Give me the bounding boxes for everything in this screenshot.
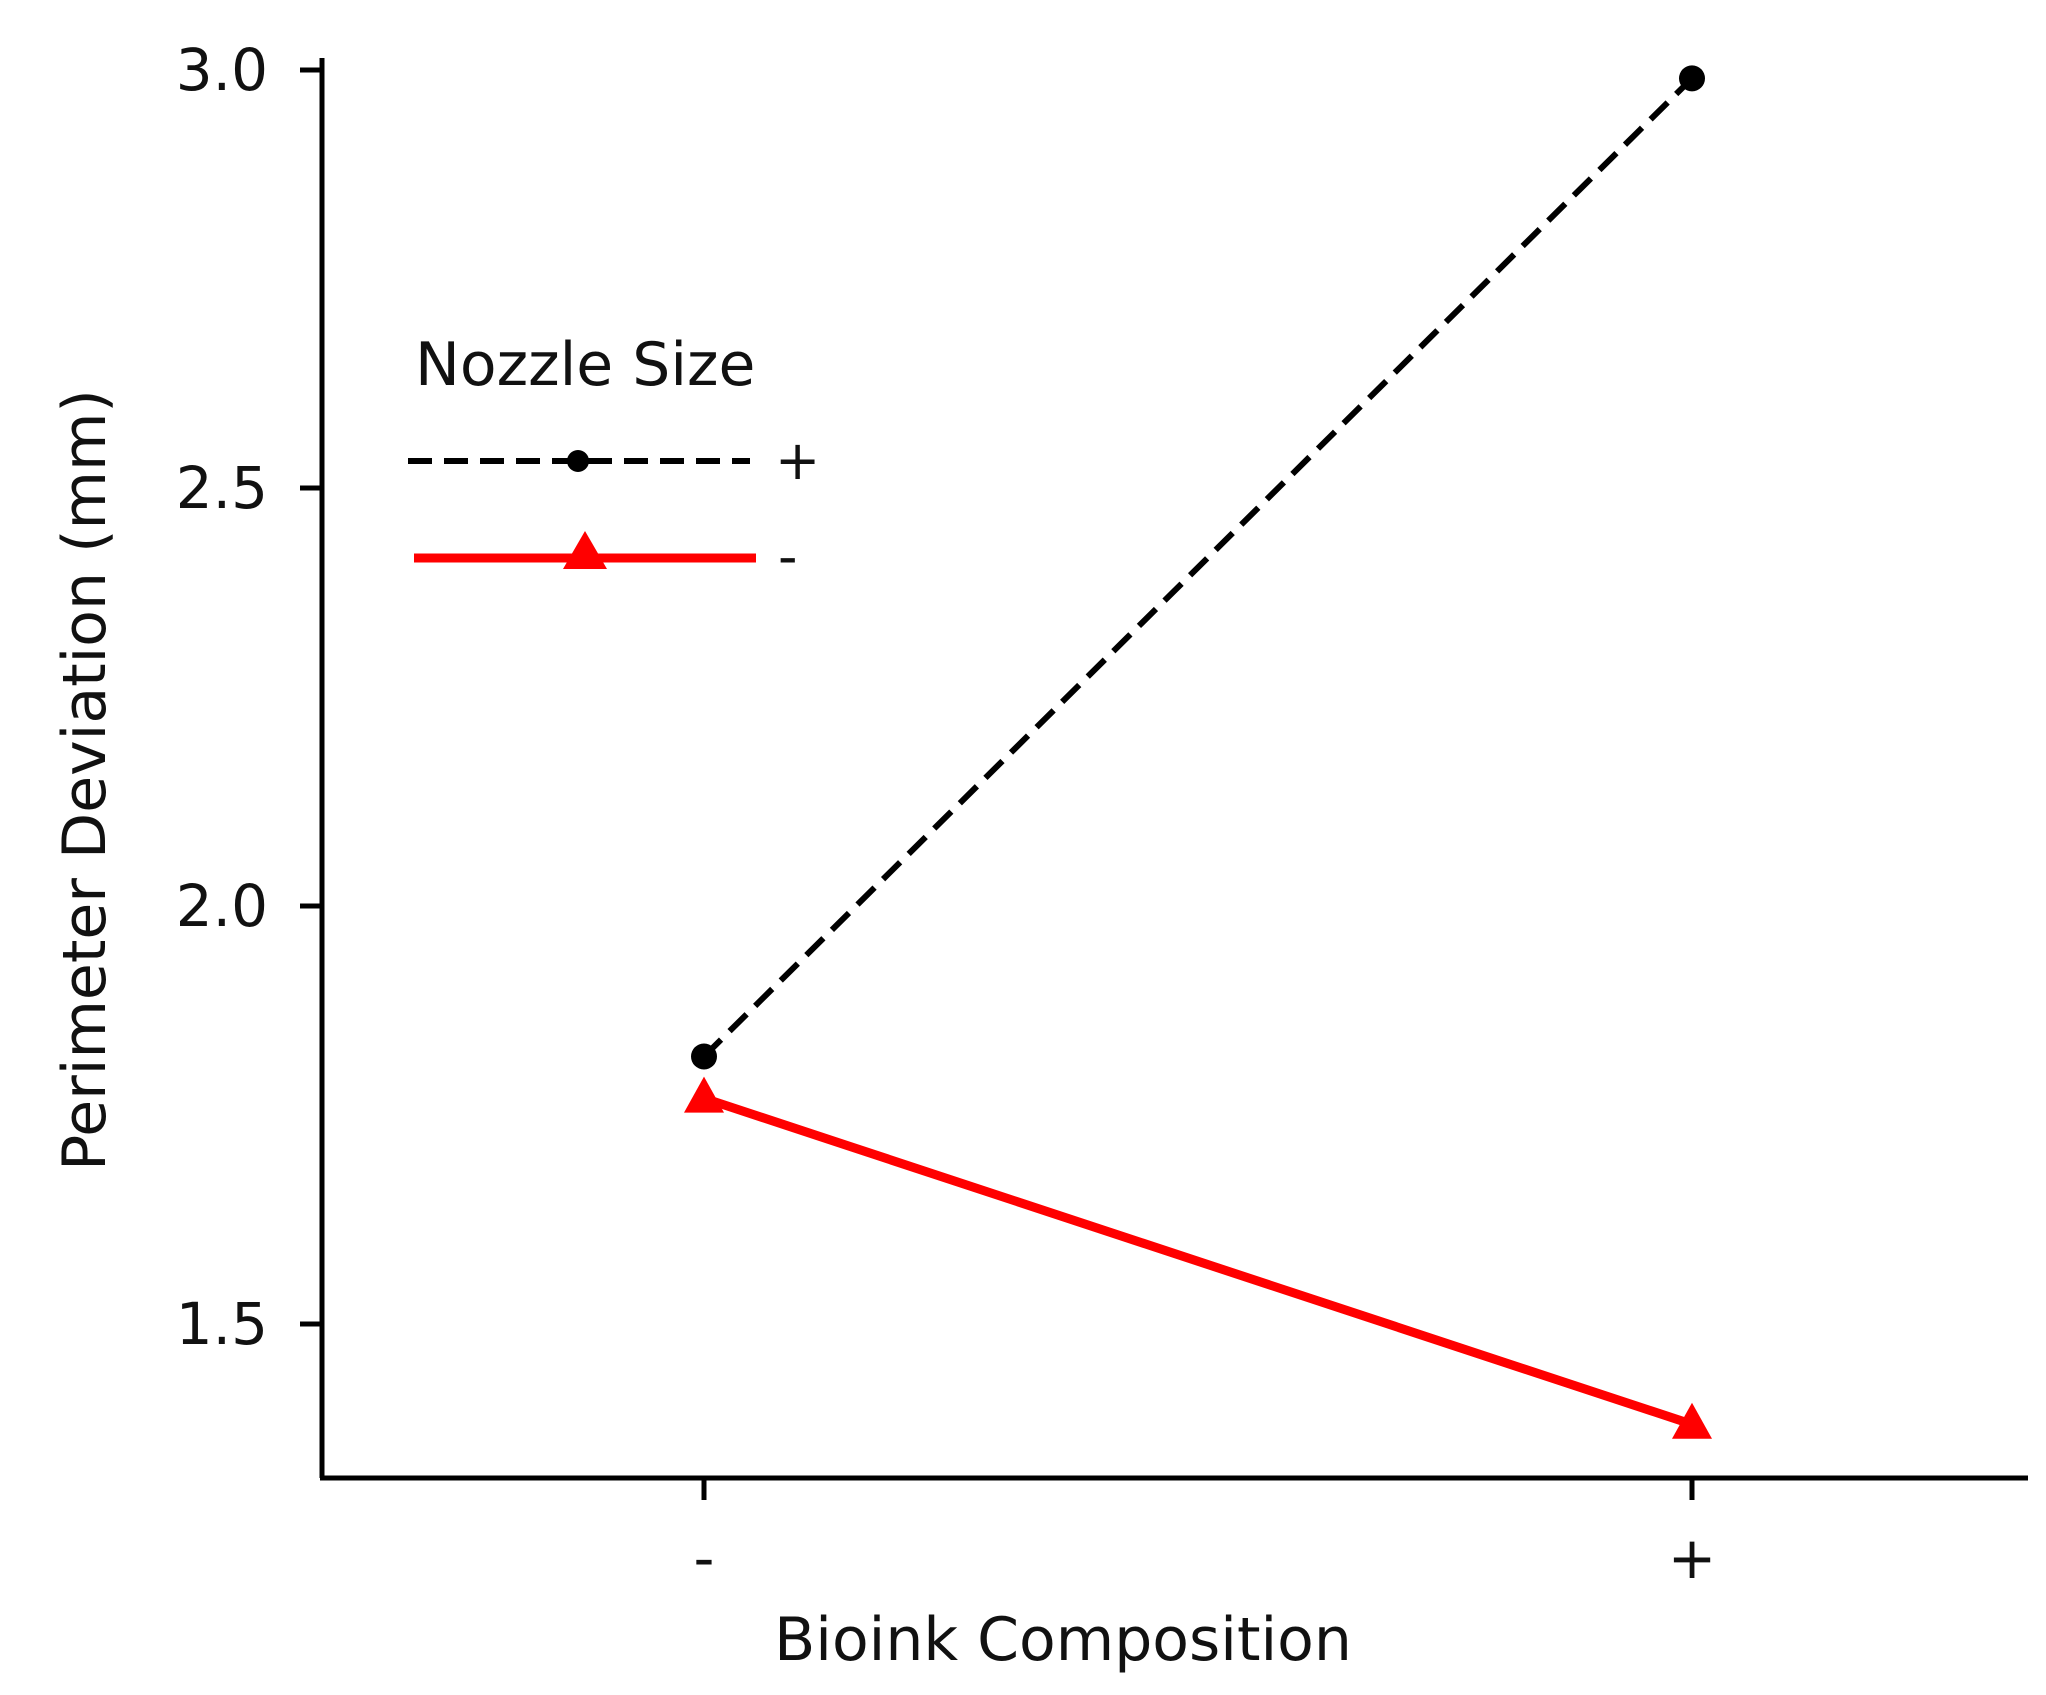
- y-tick-label: 2.0: [176, 872, 268, 940]
- legend-marker-minus: [563, 531, 607, 569]
- data-point-circle: [691, 1043, 717, 1070]
- x-tick-label: -: [694, 1524, 715, 1592]
- y-axis-ticks: 1.5 2.0 2.5 3.0: [176, 36, 322, 1358]
- data-point-triangle: [684, 1076, 724, 1113]
- legend: Nozzle Size + -: [408, 330, 820, 588]
- legend-marker-plus: [567, 450, 589, 472]
- y-axis-title: Perimeter Deviation (mm): [50, 389, 120, 1171]
- series-line-minus: [702, 1094, 1694, 1429]
- series-line-plus: [701, 76, 1695, 1059]
- y-tick-label: 2.5: [176, 454, 268, 522]
- x-axis-title: Bioink Composition: [774, 1605, 1352, 1675]
- x-tick-label: +: [1668, 1524, 1717, 1592]
- y-tick-label: 3.0: [176, 36, 268, 104]
- y-tick-label: 1.5: [176, 1290, 268, 1358]
- series-layer: [684, 65, 1712, 1439]
- legend-title: Nozzle Size: [415, 330, 755, 400]
- legend-label-minus: -: [778, 525, 798, 588]
- data-point-triangle: [1672, 1402, 1712, 1439]
- legend-label-plus: +: [775, 429, 820, 492]
- x-axis-ticks: - +: [694, 1478, 1717, 1592]
- data-point-circle: [1679, 65, 1705, 92]
